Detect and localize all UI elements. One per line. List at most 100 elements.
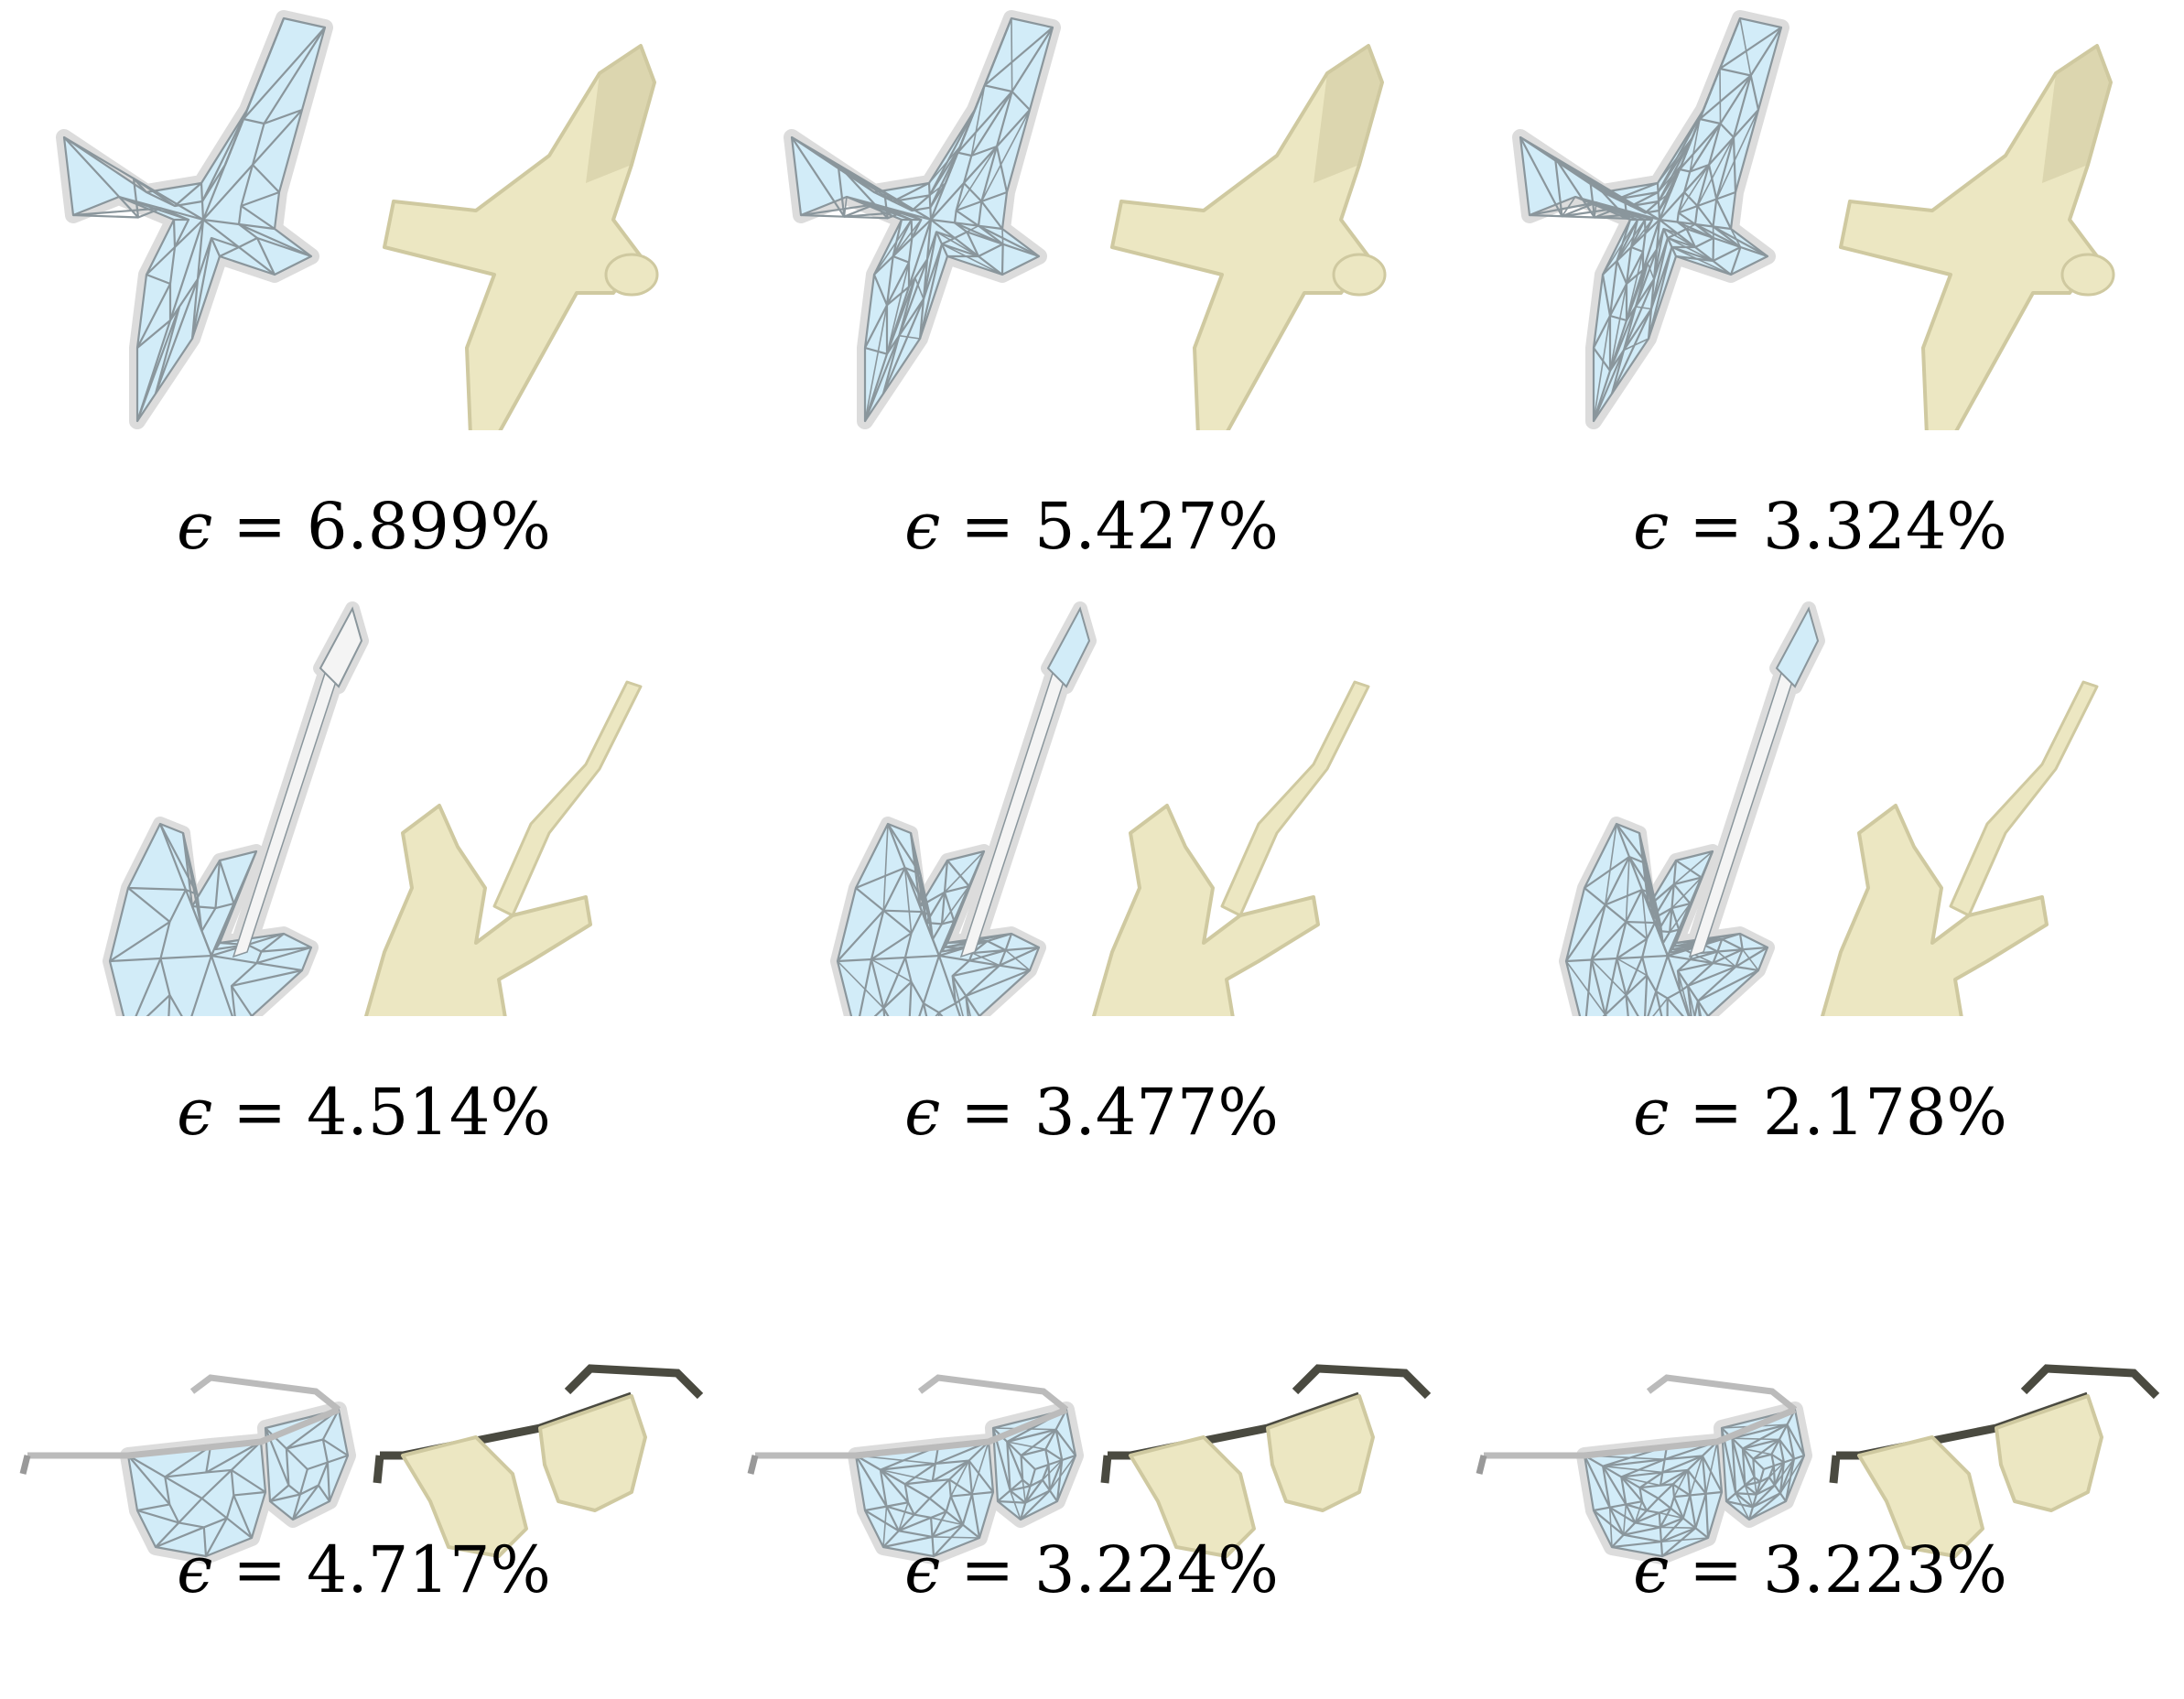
mesh-edge — [1562, 216, 1595, 217]
mesh-edge — [883, 911, 922, 912]
rendered-solid — [1105, 1369, 1428, 1556]
error-value: 3.224% — [1034, 1532, 1279, 1607]
error-value: 2.178% — [1763, 1075, 2007, 1150]
mesh-surface — [792, 18, 1053, 421]
mesh-edge — [1011, 18, 1012, 92]
panel-glasses: ϵ = 4.717% — [0, 1163, 728, 1699]
guitar-neck — [233, 659, 343, 957]
equals-sign: = — [960, 489, 1014, 564]
error-value: 3.324% — [1763, 489, 2007, 564]
guitar-mesh-and-solid — [1566, 609, 2097, 1016]
glasses-mesh-and-solid — [751, 1369, 1428, 1556]
mesh-edge — [201, 183, 202, 201]
rendered-solid — [1112, 46, 1385, 430]
glasses-temple — [1479, 1456, 1484, 1474]
epsilon-symbol: ϵ — [904, 1075, 940, 1150]
mesh-edge — [930, 208, 931, 220]
solid-head — [2062, 254, 2114, 295]
solid-temple — [1105, 1456, 1108, 1483]
error-value: 3.477% — [1034, 1075, 1279, 1150]
mesh-edge — [1642, 956, 1668, 957]
solid-temple — [2024, 1369, 2157, 1396]
mesh-edge — [1530, 215, 1562, 216]
equals-sign: = — [232, 1532, 287, 1607]
mesh-edge — [912, 220, 913, 238]
bird-mesh-and-solid — [64, 18, 657, 430]
mesh-edge — [1720, 69, 1721, 124]
guitar-illustration — [1456, 586, 2184, 1016]
solid-neck — [494, 682, 641, 915]
solid-shading — [1314, 46, 1382, 183]
guitar-neck — [961, 659, 1071, 957]
rendered-solid — [1094, 682, 1368, 1016]
mesh-edge — [1626, 922, 1654, 923]
epsilon-symbol: ϵ — [1633, 1075, 1669, 1150]
mesh-edge — [1002, 229, 1003, 244]
rendered-solid — [1822, 682, 2097, 1016]
mesh-edge — [1049, 1465, 1050, 1490]
panel-bird: ϵ=3.324% — [1456, 0, 2184, 536]
glasses-temple — [751, 1456, 755, 1474]
panel-glasses: ϵ = 3.224% — [728, 1163, 1455, 1699]
equals-sign: = — [232, 489, 287, 564]
mesh-edge — [1660, 1527, 1696, 1528]
panel-bird: ϵ=6.899% — [0, 0, 728, 536]
glasses-temple — [920, 1378, 1066, 1410]
error-value: 5.427% — [1034, 489, 1279, 564]
error-value: 4.717% — [307, 1532, 551, 1607]
solid-temple — [377, 1456, 380, 1483]
glasses-illustration — [1456, 1163, 2184, 1593]
equals-sign: = — [1689, 1532, 1743, 1607]
bird-illustration — [1456, 0, 2184, 430]
error-label: ϵ=3.324% — [1456, 494, 2184, 558]
glasses-temple — [192, 1378, 339, 1410]
solid-neck — [1951, 682, 2097, 915]
solid-temple — [1295, 1369, 1428, 1396]
error-label: ϵ=4.717% — [0, 1538, 728, 1602]
solid-surface — [366, 806, 590, 1016]
epsilon-symbol: ϵ — [177, 1532, 212, 1607]
epsilon-symbol: ϵ — [1633, 1532, 1669, 1607]
guitar-neck — [1690, 659, 1800, 957]
equals-sign: = — [960, 1532, 1014, 1607]
equals-sign: = — [1689, 489, 1743, 564]
solid-lens — [1996, 1396, 2102, 1510]
equals-sign: = — [960, 1075, 1014, 1150]
solid-temple — [568, 1369, 700, 1396]
epsilon-symbol: ϵ — [177, 489, 212, 564]
mesh-edge — [202, 201, 203, 220]
bird-mesh-and-solid — [1520, 18, 2114, 430]
solid-lens — [1268, 1396, 1373, 1510]
mesh-edge — [1595, 218, 1627, 219]
mesh-edge — [1566, 960, 1592, 961]
error-label: ϵ=6.899% — [0, 494, 728, 558]
bird-illustration — [728, 0, 1455, 430]
panel-bird: ϵ=5.427% — [728, 0, 1455, 536]
guitar-mesh-and-solid — [110, 609, 641, 1016]
solid-shading — [2042, 46, 2111, 183]
rendered-solid — [377, 1369, 700, 1556]
solid-lens — [540, 1396, 645, 1510]
epsilon-symbol: ϵ — [904, 1532, 940, 1607]
rendered-solid — [1841, 46, 2114, 430]
glasses-mesh-and-solid — [23, 1369, 700, 1556]
rendered-solid — [366, 682, 641, 1016]
mesh-edge — [1592, 958, 1617, 959]
solid-surface — [1822, 806, 2047, 1016]
rendered-solid — [384, 46, 657, 430]
solid-head — [1334, 254, 1385, 295]
solid-temple — [1833, 1456, 1836, 1483]
solid-surface — [1094, 806, 1318, 1016]
error-value: 6.899% — [307, 489, 551, 564]
mesh-edge — [1735, 1493, 1757, 1494]
solid-shading — [586, 46, 654, 183]
equals-sign: = — [232, 1075, 287, 1150]
rendered-solid — [1833, 1369, 2157, 1556]
panel-guitar: ϵ=3.477% — [728, 586, 1455, 1122]
bird-illustration — [0, 0, 728, 430]
error-label: ϵ=5.427% — [728, 494, 1455, 558]
guitar-illustration — [728, 586, 1455, 1016]
error-label: ϵ=3.224% — [728, 1538, 1455, 1602]
error-label: ϵ=2.178% — [1456, 1080, 2184, 1144]
figure: ϵ=6.899%ϵ=5.427%ϵ=3.324%ϵ=4.514%ϵ=3.477%… — [0, 0, 2184, 1609]
